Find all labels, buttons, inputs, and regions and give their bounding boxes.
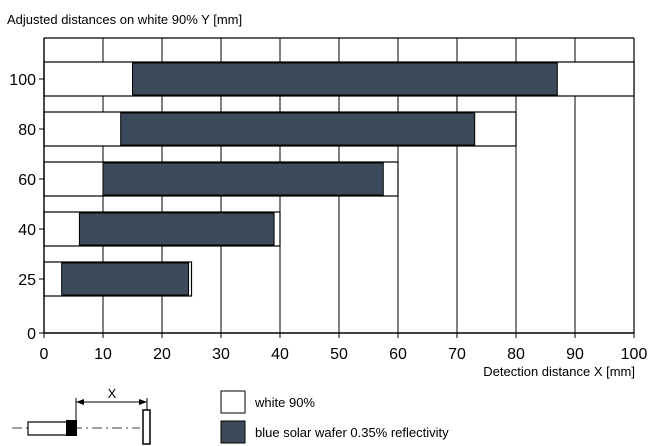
y-tick-label: 0	[27, 326, 36, 343]
y-tick-label: 60	[18, 172, 36, 189]
x-tick-label: 20	[153, 346, 171, 363]
bar-blue-80	[120, 112, 476, 146]
x-tick-label: 50	[330, 346, 348, 363]
x-tick-label: 80	[507, 346, 525, 363]
legend-label-white: white 90%	[254, 395, 315, 410]
x-tick-label: 10	[94, 346, 112, 363]
dimension-arrow-left	[76, 399, 84, 405]
dimension-arrow-right	[139, 399, 147, 405]
legend-swatch-white	[220, 390, 246, 414]
chart-title: Adjusted distances on white 90% Y [mm]	[7, 12, 242, 27]
y-tick-label: 40	[18, 222, 36, 239]
bar-blue-100	[132, 62, 558, 96]
bar-blue-25	[61, 262, 190, 296]
sensor-head	[66, 420, 77, 436]
x-tick-label: 40	[271, 346, 289, 363]
y-axis-ticks: 0 100 80 60 40 25	[9, 72, 44, 343]
distance-x-label: X	[108, 386, 117, 401]
y-tick-label: 80	[18, 122, 36, 139]
bar-blue-60	[102, 162, 384, 196]
x-tick-label: 30	[212, 346, 230, 363]
x-axis-ticks: 0 10 20 30 40 50 60 70 80 90 100	[40, 333, 648, 363]
x-axis-label: Detection distance X [mm]	[483, 364, 635, 379]
legend: white 90% blue solar wafer 0.35% reflect…	[220, 390, 449, 444]
legend-swatch-blue	[220, 420, 246, 444]
legend-label-blue: blue solar wafer 0.35% reflectivity	[255, 425, 449, 440]
y-tick-label: 25	[18, 272, 36, 289]
target-object	[142, 409, 151, 445]
sensor-diagram: X	[12, 386, 151, 445]
x-tick-label: 60	[389, 346, 407, 363]
x-tick-label: 0	[40, 346, 49, 363]
bar-blue-40	[78, 212, 275, 246]
x-tick-label: 100	[621, 346, 648, 363]
x-tick-label: 70	[448, 346, 466, 363]
y-tick-label: 100	[9, 72, 36, 89]
x-tick-label: 90	[566, 346, 584, 363]
